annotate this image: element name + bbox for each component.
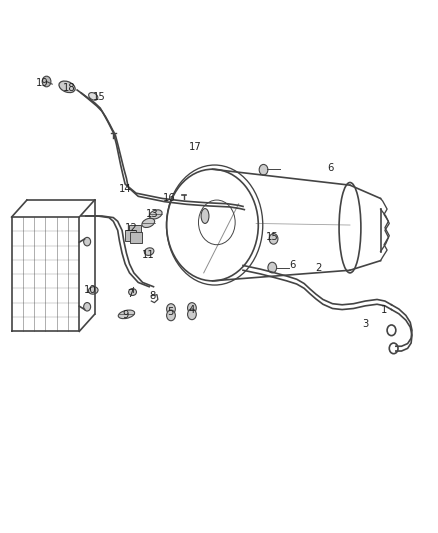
Bar xyxy=(130,225,141,236)
Text: 19: 19 xyxy=(36,78,49,88)
Circle shape xyxy=(166,310,175,321)
Circle shape xyxy=(187,309,196,320)
Ellipse shape xyxy=(59,81,75,93)
Text: 16: 16 xyxy=(162,193,175,204)
Ellipse shape xyxy=(118,310,134,319)
Ellipse shape xyxy=(142,219,155,228)
Text: 13: 13 xyxy=(146,209,159,220)
Text: 6: 6 xyxy=(289,261,296,270)
Circle shape xyxy=(166,304,175,314)
Circle shape xyxy=(268,262,277,273)
Circle shape xyxy=(269,233,278,244)
Circle shape xyxy=(187,303,196,313)
Text: 10: 10 xyxy=(84,286,96,295)
Text: 14: 14 xyxy=(119,184,131,195)
Bar xyxy=(125,230,137,241)
Ellipse shape xyxy=(88,287,98,294)
Ellipse shape xyxy=(88,93,98,100)
Text: 17: 17 xyxy=(189,142,201,152)
Text: 9: 9 xyxy=(122,310,128,320)
Circle shape xyxy=(84,237,91,246)
Text: 1: 1 xyxy=(381,305,387,315)
Text: 11: 11 xyxy=(142,250,155,260)
Text: 15: 15 xyxy=(266,232,279,243)
Text: 5: 5 xyxy=(167,306,173,317)
Text: 8: 8 xyxy=(149,290,156,301)
Circle shape xyxy=(42,76,51,87)
Bar xyxy=(131,232,142,243)
Text: 15: 15 xyxy=(92,92,105,102)
Text: 12: 12 xyxy=(124,223,137,233)
Ellipse shape xyxy=(145,248,154,255)
Text: 2: 2 xyxy=(315,263,322,272)
Circle shape xyxy=(259,165,268,175)
Ellipse shape xyxy=(201,208,209,223)
Text: 3: 3 xyxy=(362,319,368,329)
Ellipse shape xyxy=(129,288,137,295)
Text: 6: 6 xyxy=(327,163,333,173)
Text: 18: 18 xyxy=(64,83,76,93)
Circle shape xyxy=(84,303,91,311)
Text: 4: 4 xyxy=(189,305,195,315)
Text: 7: 7 xyxy=(127,289,134,299)
Ellipse shape xyxy=(149,210,162,219)
